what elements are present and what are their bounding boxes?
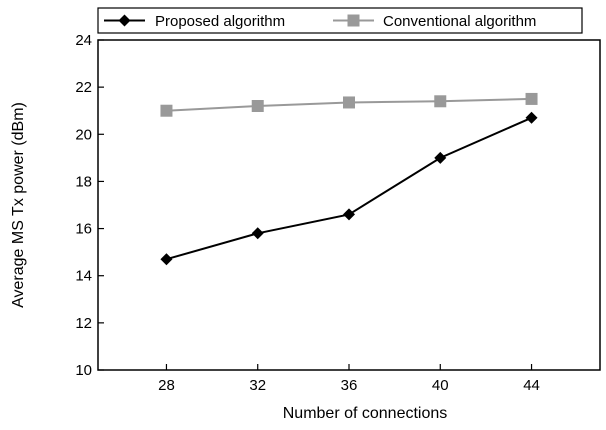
x-tick-label: 44: [523, 377, 540, 394]
legend-marker-conventional: [347, 14, 360, 27]
data-point-proposed: [525, 111, 538, 124]
y-tick-label: 16: [75, 221, 92, 238]
y-tick-label: 14: [75, 268, 92, 285]
x-axis-title: Number of connections: [283, 405, 448, 422]
data-point-conventional: [343, 96, 355, 109]
series-conventional: [160, 92, 538, 117]
data-point-proposed: [160, 253, 173, 266]
data-point-proposed: [434, 151, 447, 164]
x-tick-label: 36: [341, 377, 358, 394]
data-point-conventional: [160, 104, 173, 117]
y-tick-label: 22: [75, 79, 92, 96]
legend-label-proposed: Proposed algorithm: [155, 13, 285, 30]
legend-entry-proposed: Proposed algorithm: [104, 13, 285, 30]
y-tick-label: 18: [75, 173, 92, 190]
x-tick-label: 40: [432, 377, 449, 394]
data-point-conventional: [251, 100, 264, 112]
x-tick-label: 28: [158, 377, 175, 394]
data-point-proposed: [251, 227, 264, 240]
y-tick-label: 20: [75, 126, 92, 143]
series-proposed: [160, 111, 538, 266]
y-axis-title: Average MS Tx power (dBm): [10, 102, 27, 308]
series-line-proposed: [166, 116, 532, 261]
x-tick-label: 32: [249, 377, 266, 394]
plot-area-frame: [97, 39, 601, 371]
legend: Proposed algorithm Conventional algorithm: [97, 7, 583, 34]
y-tick-label: 24: [75, 32, 92, 49]
y-tick-label: 10: [75, 362, 92, 379]
legend-entry-conventional: Conventional algorithm: [333, 13, 536, 30]
y-tick-label: 12: [75, 315, 92, 332]
data-point-conventional: [525, 92, 538, 105]
data-point-proposed: [343, 208, 355, 221]
data-point-conventional: [434, 95, 447, 108]
legend-marker-proposed: [118, 14, 131, 27]
legend-label-conventional: Conventional algorithm: [383, 13, 536, 30]
